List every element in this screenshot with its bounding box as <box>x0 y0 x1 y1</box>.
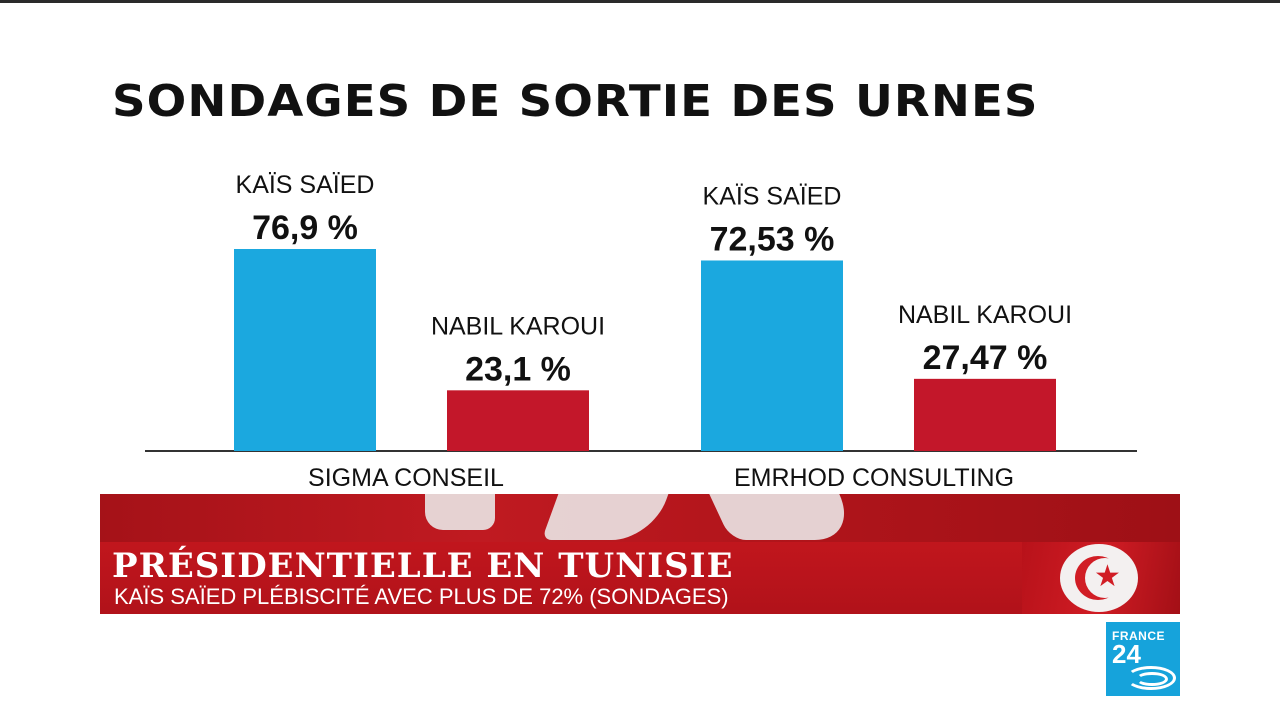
bar-saied-1 <box>234 249 376 451</box>
lower-third-banner: PRÉSIDENTIELLE EN TUNISIE KAÏS SAÏED PLÉ… <box>100 494 1180 614</box>
flag-background-strip <box>100 494 1180 542</box>
data-label: 27,47 % <box>923 339 1048 377</box>
candidate-label: NABIL KAROUI <box>898 301 1072 329</box>
bar-karoui-1 <box>447 390 589 451</box>
logo-text-france: FRANCE <box>1112 629 1165 643</box>
banner-subtitle: KAÏS SAÏED PLÉBISCITÉ AVEC PLUS DE 72% (… <box>114 584 729 609</box>
chart-title: SONDAGES DE SORTIE DES URNES <box>112 76 1039 127</box>
logo-swirl-icon <box>1126 666 1176 690</box>
data-label: 76,9 % <box>252 209 358 247</box>
france24-logo: FRANCE 24 <box>1106 622 1180 696</box>
bar-karoui-2 <box>914 378 1056 451</box>
banner-headline: PRÉSIDENTIELLE EN TUNISIE <box>112 546 734 586</box>
data-label: 72,53 % <box>710 220 835 258</box>
pollster-label: EMRHOD CONSULTING <box>734 464 1014 492</box>
logo-text-24: 24 <box>1112 639 1141 669</box>
data-label: 23,1 % <box>465 350 571 388</box>
tunisia-flag-icon: ★ <box>1022 542 1180 614</box>
top-border <box>0 0 1280 3</box>
candidate-label: KAÏS SAÏED <box>236 171 375 199</box>
bar-saied-2 <box>701 260 843 451</box>
candidate-label: NABIL KAROUI <box>431 312 605 340</box>
pollster-label: SIGMA CONSEIL <box>308 464 504 492</box>
bar-chart: 76,9 % KAÏS SAÏED 23,1 % NABIL KAROUI SIGMA … <box>145 171 1137 492</box>
candidate-label: KAÏS SAÏED <box>703 182 842 210</box>
banner-text-area <box>100 542 1180 614</box>
